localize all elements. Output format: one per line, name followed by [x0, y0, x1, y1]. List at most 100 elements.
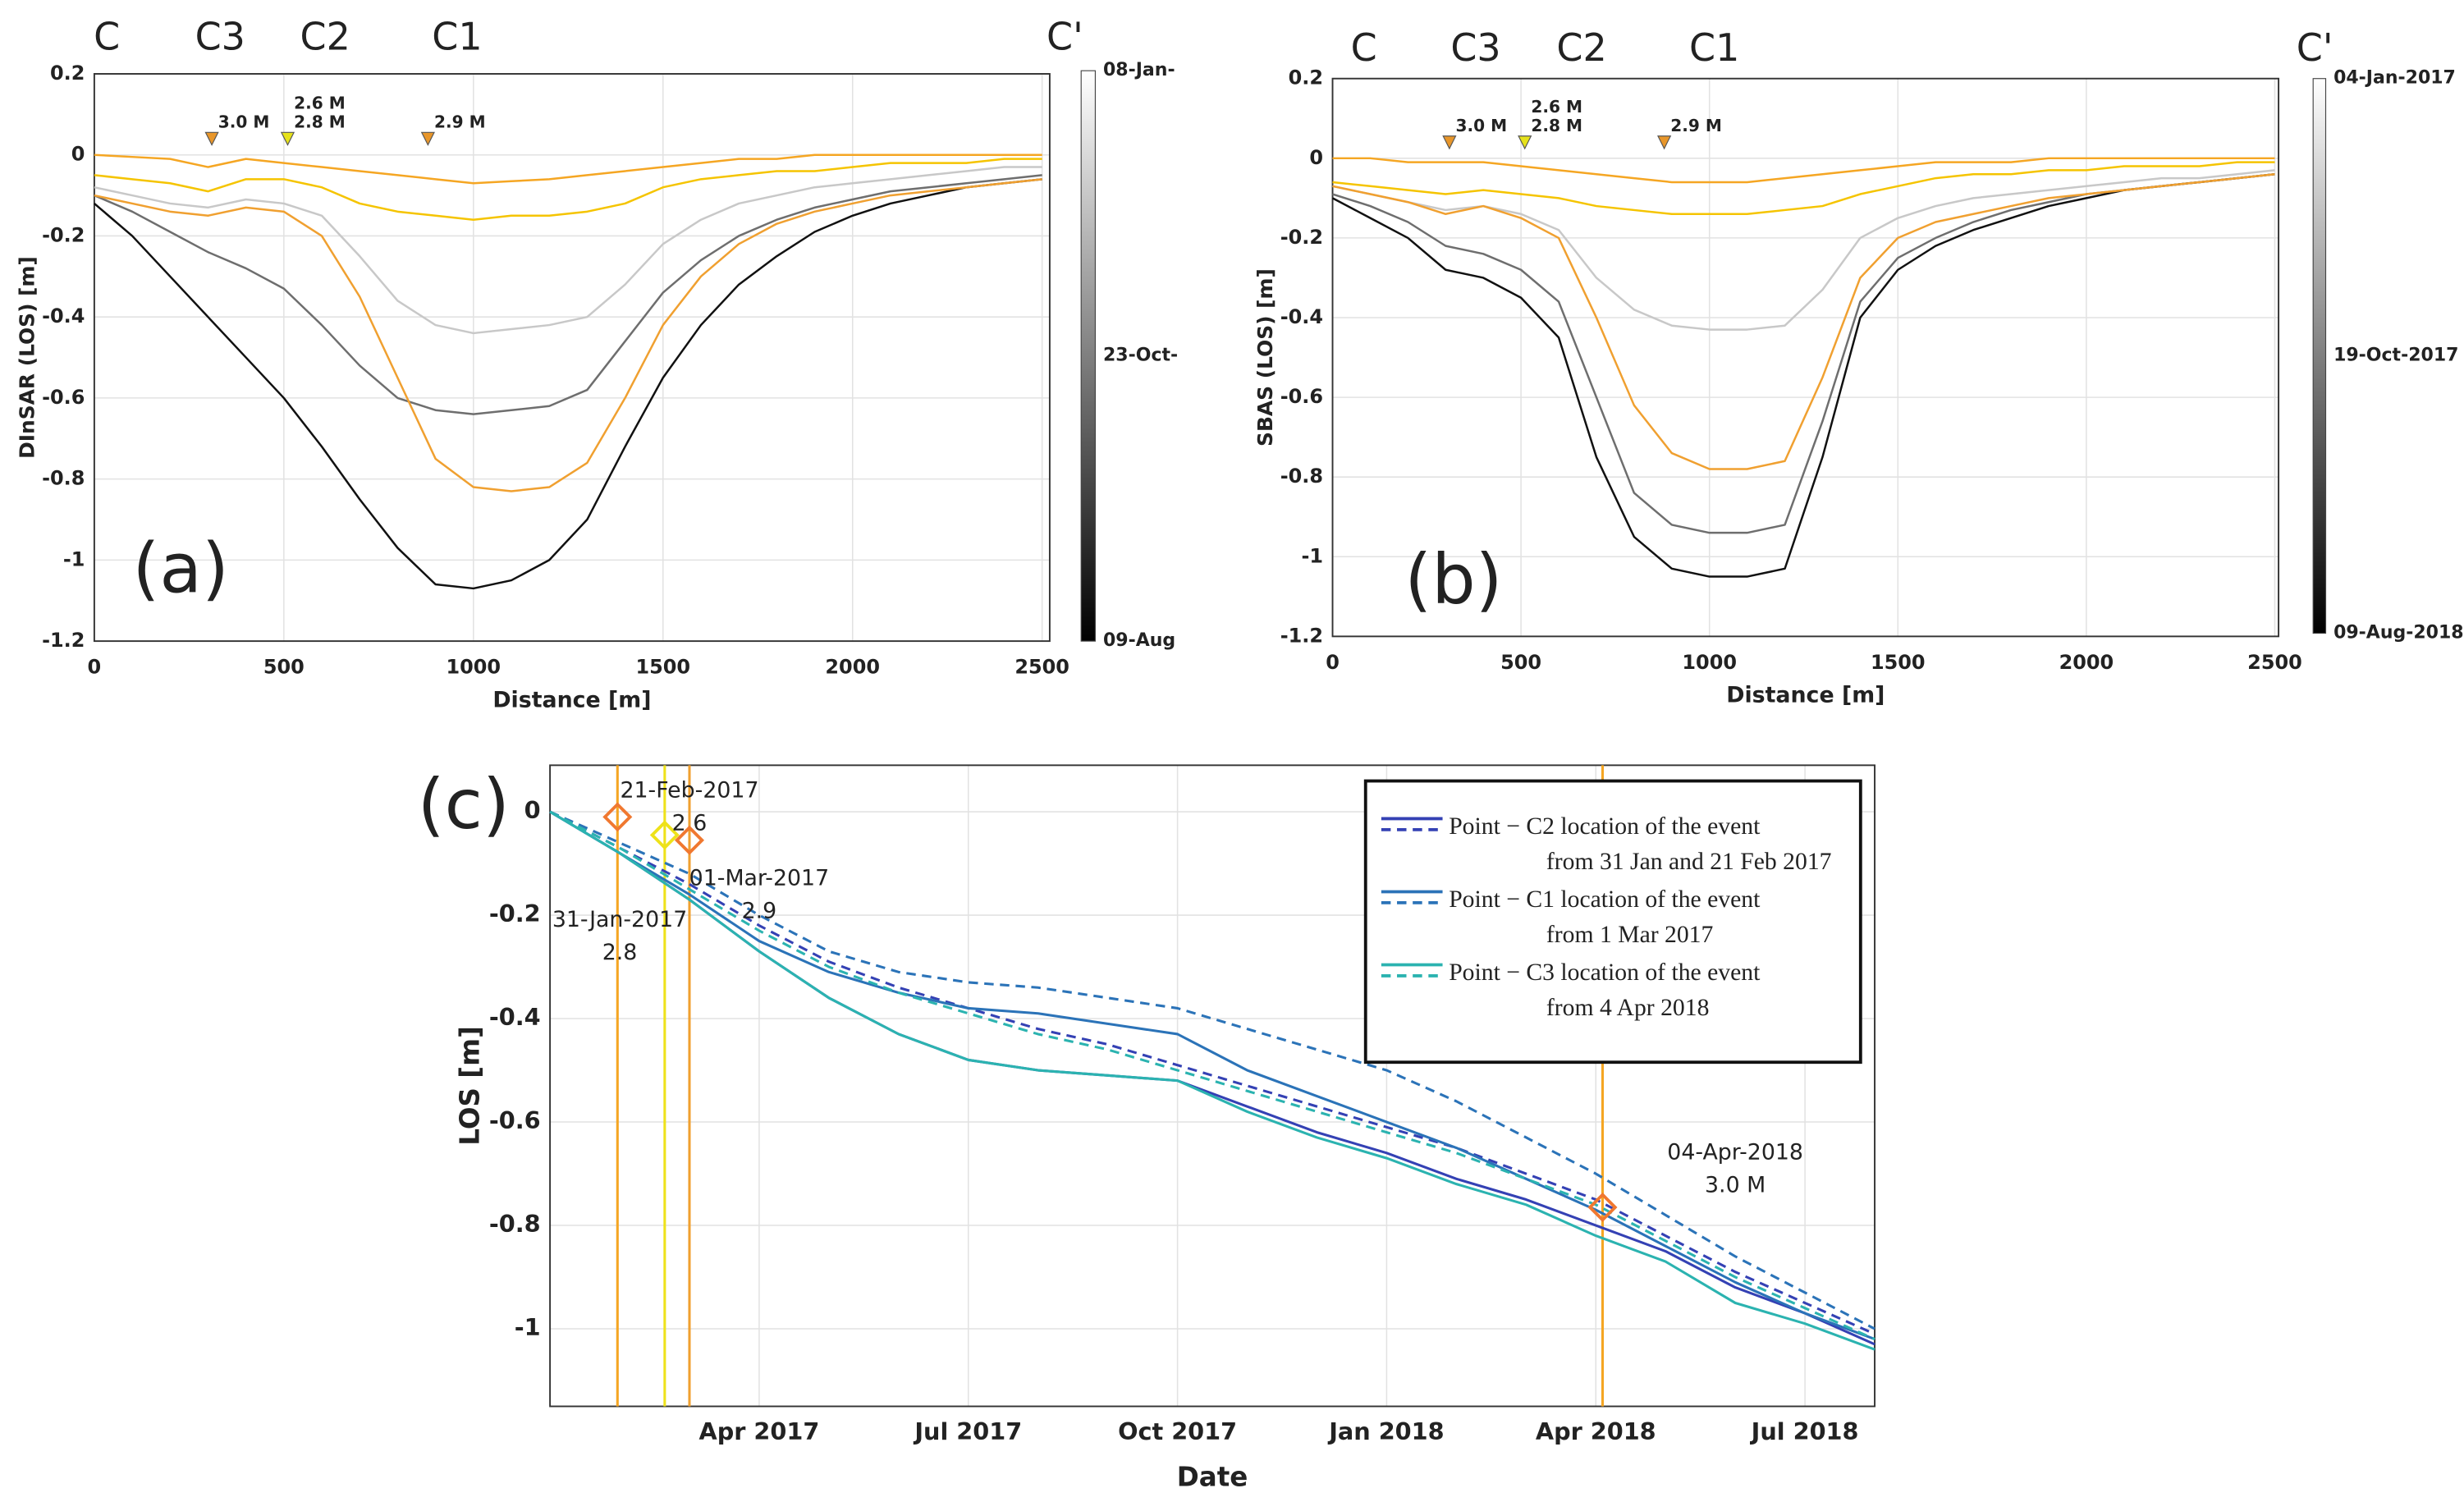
series-line [94, 178, 1042, 590]
legend-label: Point − C2 location of the event [1449, 813, 1761, 840]
legend-label: Point − C3 location of the event [1449, 959, 1761, 986]
series-line [1332, 161, 2275, 216]
y-tick-label: 0.2 [1289, 66, 1323, 89]
x-axis-title: Date [1177, 1462, 1248, 1493]
y-tick-label: -0.8 [489, 1210, 541, 1238]
event-magnitude: 2.9 [742, 899, 777, 924]
x-tick-label: 0 [88, 656, 102, 679]
plot-area [94, 73, 1050, 642]
y-tick-label: -0.2 [1280, 226, 1323, 249]
series-line-dashed [549, 810, 1875, 1335]
y-tick-label: -1.2 [1280, 624, 1323, 647]
quake-marker [1442, 135, 1457, 150]
y-axis-title: DInSAR (LOS) [m] [15, 256, 39, 459]
panel-label: (b) [1404, 539, 1502, 620]
event-date: 04-Apr-2018 [1667, 1139, 1803, 1165]
x-tick-label: 0 [1326, 651, 1340, 674]
colorbar-label: 19-Oct-2017 [2333, 346, 2458, 366]
quake-label: 2.6 M [1531, 97, 1582, 117]
y-tick-label: -0.4 [1280, 305, 1323, 328]
colorbar-label: 08-Jan- [1103, 60, 1175, 80]
section-label: C1 [1689, 25, 1739, 70]
x-tick-label: Oct 2017 [1118, 1417, 1237, 1445]
plot-frame [93, 73, 1051, 643]
x-tick-label: Apr 2017 [699, 1417, 820, 1445]
series-line [94, 178, 1042, 492]
colorbar-label: 23-Oct- [1103, 346, 1178, 366]
x-tick-label: 2500 [1014, 656, 1069, 679]
plot-frame [549, 764, 1875, 1408]
section-label: C' [1047, 14, 1083, 58]
series-line [1332, 173, 2275, 470]
x-tick-label: 1000 [1682, 651, 1737, 674]
x-tick-label: Apr 2018 [1536, 1417, 1656, 1445]
y-tick-label: 0 [524, 796, 541, 824]
series-line [94, 174, 1042, 415]
colorbar [2312, 78, 2327, 634]
event-marker [649, 820, 680, 850]
y-tick-label: -0.4 [489, 1003, 541, 1031]
series-line-dashed [549, 810, 1875, 1330]
plot-frame [1331, 77, 2280, 638]
event-marker [1587, 1192, 1618, 1222]
section-label: C' [2297, 25, 2333, 70]
quake-label: 2.8 M [294, 112, 346, 131]
x-tick-label: 1500 [1871, 651, 1926, 674]
y-axis-title: SBAS (LOS) [m] [1253, 268, 1277, 446]
legend-label: from 1 Mar 2017 [1546, 922, 1713, 948]
x-tick-label: 2000 [2059, 651, 2114, 674]
y-tick-label: -0.4 [42, 304, 85, 327]
x-tick-label: Jul 2018 [1750, 1417, 1859, 1445]
quake-label: 2.9 M [1670, 116, 1722, 135]
quake-label: 3.0 M [218, 112, 270, 131]
colorbar-label: 09-Aug-2018 [2333, 623, 2464, 643]
y-tick-label: 0.2 [50, 62, 85, 85]
quake-label: 3.0 M [1456, 116, 1508, 135]
legend-box [1363, 779, 1862, 1065]
series-line [549, 810, 1875, 1341]
quake-marker [1657, 135, 1672, 150]
y-tick-label: 0 [1309, 146, 1323, 169]
y-tick-label: -1 [515, 1313, 541, 1341]
y-tick-label: -0.8 [1280, 465, 1323, 488]
y-tick-label: -1 [63, 547, 85, 570]
quake-label: 2.8 M [1531, 116, 1582, 135]
series-line [1332, 157, 2275, 184]
legend-label: from 31 Jan and 21 Feb 2017 [1546, 849, 1832, 875]
colorbar-label: 04-Jan-2017 [2333, 68, 2456, 89]
series-line [94, 158, 1042, 221]
section-label: C2 [1556, 25, 1606, 70]
x-tick-label: 1000 [447, 656, 502, 679]
event-magnitude: 2.6 [672, 811, 708, 836]
series-line [94, 166, 1042, 335]
x-tick-label: Jan 2018 [1327, 1417, 1444, 1445]
y-tick-label: -0.2 [489, 900, 541, 927]
colorbar [1080, 70, 1097, 642]
event-magnitude: 3.0 M [1705, 1173, 1766, 1198]
plot-area [1332, 78, 2279, 637]
y-tick-label: -1.2 [42, 629, 85, 652]
section-label: C [94, 14, 120, 58]
panel-label: (a) [133, 529, 229, 609]
section-label: C3 [195, 14, 245, 58]
x-axis-title: Distance [m] [1726, 683, 1885, 708]
panel-label: (c) [418, 764, 510, 845]
quake-marker [204, 131, 219, 146]
section-label: C2 [300, 14, 350, 58]
event-date: 21-Feb-2017 [620, 777, 758, 803]
x-tick-label: Jul 2017 [913, 1417, 1022, 1445]
section-label: C1 [432, 14, 482, 58]
y-tick-label: -0.6 [42, 386, 85, 409]
colorbar-label: 09-Aug [1103, 630, 1175, 651]
y-tick-label: -0.2 [42, 223, 85, 246]
x-tick-label: 500 [1500, 651, 1541, 674]
x-tick-label: 500 [263, 656, 305, 679]
y-tick-label: -0.6 [1280, 385, 1323, 408]
event-marker [602, 802, 633, 832]
x-axis-title: Distance [m] [492, 687, 651, 712]
series-line [94, 153, 1042, 185]
y-tick-label: -1 [1301, 544, 1323, 567]
quake-label: 2.9 M [434, 112, 486, 131]
event-magnitude: 2.8 [602, 940, 638, 965]
